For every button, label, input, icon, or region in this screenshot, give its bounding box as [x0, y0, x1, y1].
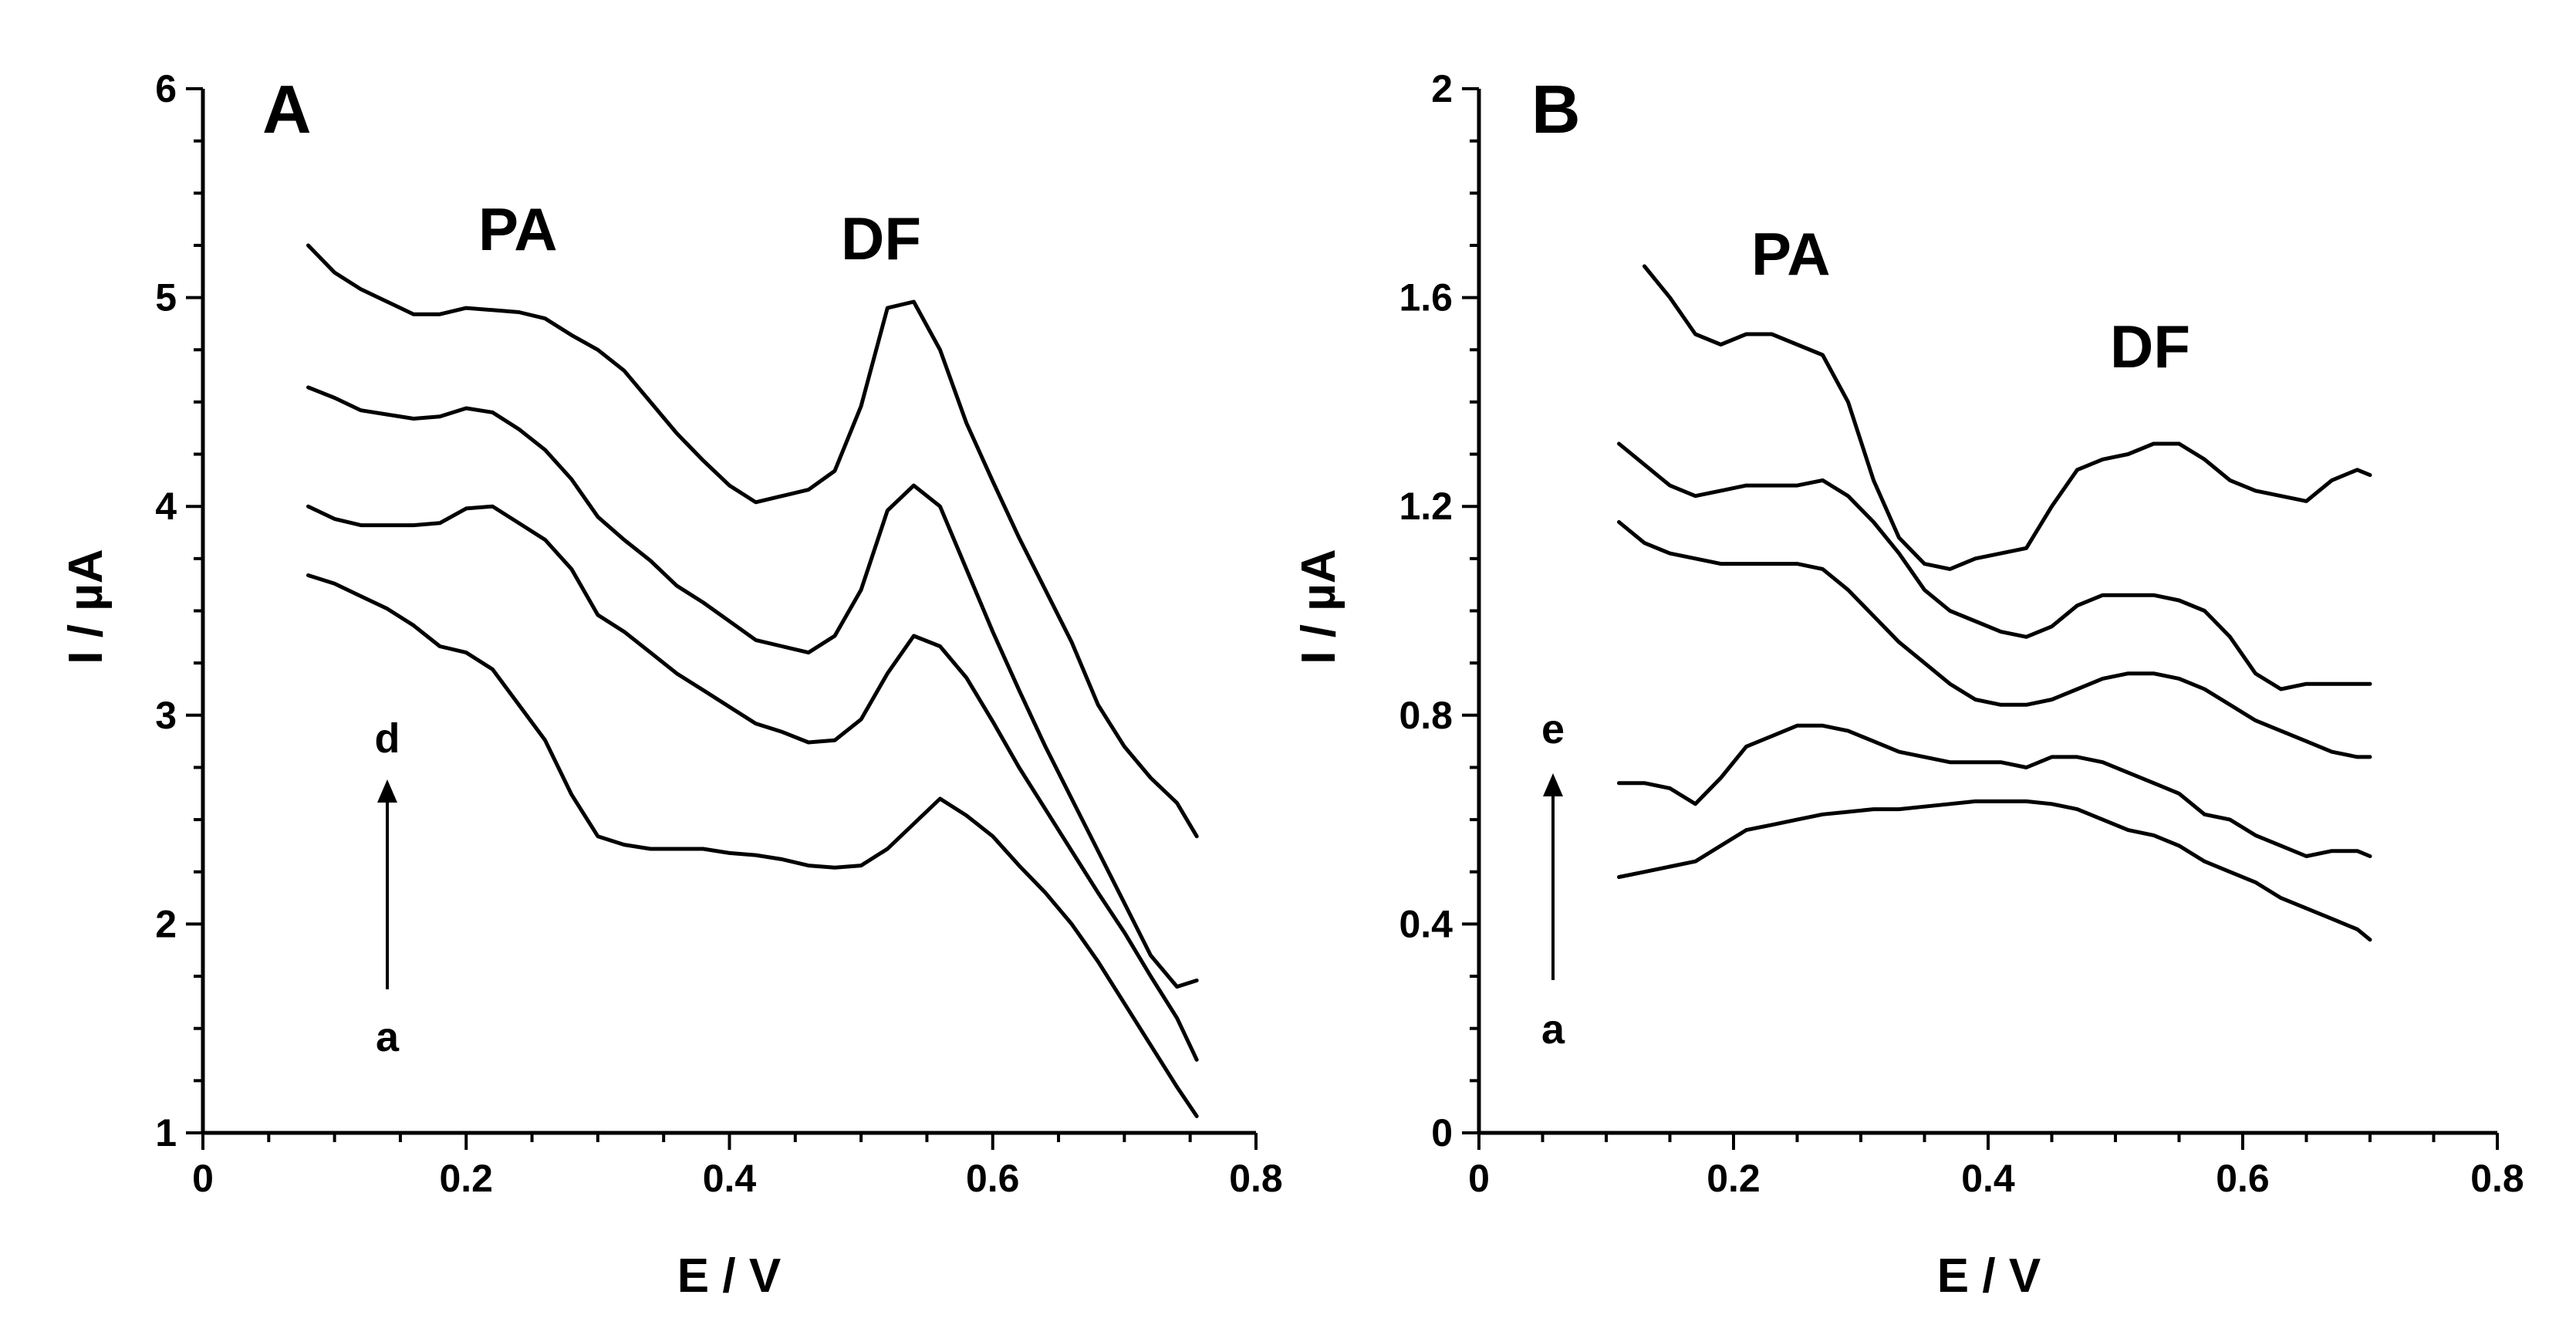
panel-b-y-tick-label: 1.2: [1399, 485, 1453, 528]
panel-a-series-c: [306, 385, 1199, 989]
panel-a-y-tick-label: 2: [155, 902, 177, 945]
panel-a-peak-label-df: DF: [841, 205, 921, 272]
panel-b-y-tick-label: 2: [1431, 67, 1453, 110]
panel-b-y-tick-label: 0.4: [1399, 902, 1453, 945]
panel-a-x-tick-label: 0.4: [703, 1157, 757, 1200]
panel-b-y-axis-label: I / µA: [1292, 549, 1345, 664]
panel-a-x-tick-label: 0.2: [439, 1157, 493, 1200]
panel-a-series-d: [306, 243, 1199, 839]
panel-b-peak-label-df: DF: [2110, 313, 2190, 380]
panel-a-series-a: [306, 573, 1199, 1118]
panel-a-arrow-head: [377, 779, 397, 803]
panel-a-ticks: 0 0.2 0.4 0.6 0.8 1 2 3 4 5 6: [155, 67, 1283, 1200]
panel-b-x-tick-label: 0.2: [1707, 1157, 1761, 1200]
panel-b-series-e: [1642, 264, 2372, 571]
panel-b-peak-label-pa: PA: [1751, 220, 1831, 288]
panel-a-y-tick-label: 5: [155, 276, 177, 319]
panel-b-series-a: [1617, 799, 2372, 942]
panel-a-y-tick-label: 1: [155, 1111, 177, 1154]
panel-b-y-tick-label: 0: [1431, 1111, 1453, 1154]
panel-a-series: [306, 243, 1199, 1118]
panel-b-series-b: [1617, 723, 2372, 858]
panel-a-y-tick-label: 6: [155, 67, 177, 110]
panel-b-label: B: [1531, 71, 1581, 147]
panel-b-ticks: 0 0.2 0.4 0.6 0.8 0 0.4 0.8 1.2 1.6 2: [1399, 67, 2524, 1200]
panel-a-label: A: [262, 71, 312, 147]
panel-b-x-tick-label: 0.8: [2470, 1157, 2524, 1200]
panel-b-x-axis-label: E / V: [1937, 1249, 2041, 1303]
panel-a-y-axis-label: I / µA: [59, 549, 113, 664]
panel-a-arrow-start-label: a: [376, 1014, 400, 1060]
panel-b-arrow-start-label: a: [1541, 1006, 1565, 1053]
panel-a-y-tick-label: 4: [155, 485, 177, 528]
panel-a-y-tick-label: 3: [155, 694, 177, 737]
panel-a: 0 0.2 0.4 0.6 0.8 1 2 3 4 5 6 A PA DF E / V I / µA…: [59, 67, 1283, 1303]
panel-b: 0 0.2 0.4 0.6 0.8 0 0.4 0.8 1.2 1.6 2 B PA DF E / …: [1292, 67, 2524, 1303]
panel-b-arrow-end-label: e: [1541, 706, 1565, 752]
panel-a-peak-label-pa: PA: [478, 195, 558, 263]
panel-b-series: [1617, 264, 2372, 942]
panel-a-series-b: [306, 504, 1199, 1062]
panel-a-arrow-end-label: d: [375, 715, 400, 762]
panel-b-series-c: [1617, 520, 2372, 759]
panel-b-arrow-head: [1543, 773, 1563, 796]
panel-a-x-tick-label: 0.6: [966, 1157, 1020, 1200]
panel-b-x-tick-label: 0: [1468, 1157, 1490, 1200]
panel-a-x-tick-label: 0: [192, 1157, 214, 1200]
panel-b-y-tick-label: 0.8: [1399, 694, 1453, 737]
panel-a-x-tick-label: 0.8: [1229, 1157, 1283, 1200]
panel-a-x-axis-label: E / V: [677, 1249, 781, 1303]
panel-b-series-d: [1617, 441, 2372, 691]
panel-b-x-tick-label: 0.4: [1961, 1157, 2015, 1200]
panel-b-y-tick-label: 1.6: [1399, 276, 1453, 319]
panel-b-x-tick-label: 0.6: [2216, 1157, 2270, 1200]
